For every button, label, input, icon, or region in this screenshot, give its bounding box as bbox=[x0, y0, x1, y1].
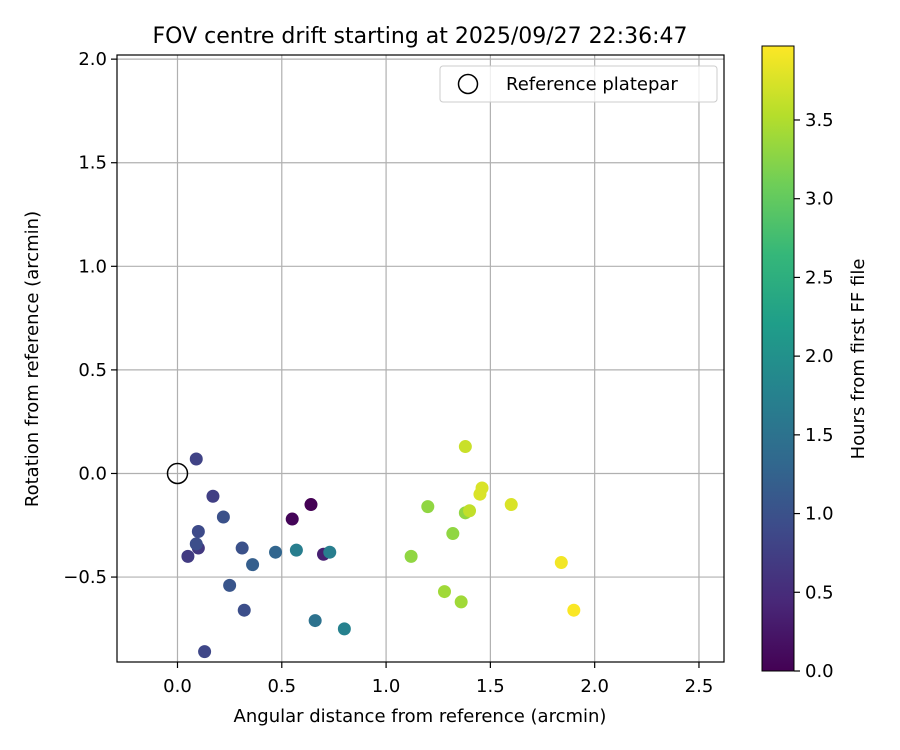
colorbar-tick-label: 0.5 bbox=[805, 582, 834, 603]
legend-box bbox=[439, 65, 718, 103]
colorbar-tick-label: 3.5 bbox=[805, 110, 834, 131]
data-point bbox=[458, 440, 472, 454]
plot-area-frame bbox=[116, 54, 725, 663]
data-point bbox=[198, 645, 212, 659]
data-point bbox=[246, 558, 260, 572]
colorbar-ticks: 0.0 0.5 1.0 1.5 2.0 2.5 3.0 3.5 bbox=[794, 110, 834, 682]
colorbar: 0.0 0.5 1.0 1.5 2.0 2.5 3.0 3.5 Hours from firs… bbox=[761, 45, 869, 682]
colorbar-tick-label: 1.5 bbox=[805, 425, 834, 446]
y-tick-label: 0.5 bbox=[78, 360, 107, 381]
data-point bbox=[554, 556, 568, 570]
colorbar-gradient bbox=[761, 45, 795, 672]
x-tick-label: 0.5 bbox=[267, 676, 296, 697]
x-axis-ticks: 0.0 0.5 1.0 1.5 2.0 2.5 bbox=[163, 662, 713, 697]
data-point bbox=[206, 489, 220, 503]
data-point bbox=[323, 545, 337, 559]
legend: Reference platepar bbox=[439, 65, 718, 103]
y-tick-label: 1.5 bbox=[78, 153, 107, 174]
data-point bbox=[191, 524, 205, 538]
data-point bbox=[437, 585, 451, 599]
data-point bbox=[421, 500, 435, 514]
x-tick-label: 1.0 bbox=[372, 676, 401, 697]
y-tick-label: 2.0 bbox=[78, 49, 107, 70]
data-point bbox=[189, 452, 203, 466]
data-point bbox=[285, 512, 299, 526]
colorbar-tick-label: 0.0 bbox=[805, 661, 834, 682]
data-point bbox=[446, 527, 460, 541]
reference-layer bbox=[166, 462, 189, 485]
data-point bbox=[404, 549, 418, 563]
data-point bbox=[223, 578, 237, 592]
data-point bbox=[269, 545, 283, 559]
colorbar-tick-label: 3.0 bbox=[805, 189, 834, 210]
data-point bbox=[308, 614, 322, 628]
chart-title: FOV centre drift starting at 2025/09/27 … bbox=[153, 24, 688, 49]
colorbar-label: Hours from first FF file bbox=[848, 259, 869, 460]
data-point bbox=[189, 537, 203, 551]
legend-reference-marker bbox=[457, 73, 479, 95]
x-tick-label: 2.5 bbox=[685, 676, 714, 697]
x-tick-label: 0.0 bbox=[163, 676, 192, 697]
y-tick-label: 0.0 bbox=[78, 463, 107, 484]
x-tick-label: 1.5 bbox=[476, 676, 505, 697]
data-point bbox=[237, 603, 251, 617]
x-axis-label: Angular distance from reference (arcmin) bbox=[234, 706, 607, 727]
y-axis-label: Rotation from reference (arcmin) bbox=[22, 211, 43, 507]
data-point bbox=[216, 510, 230, 524]
data-point bbox=[304, 498, 318, 512]
reference-platepar-marker bbox=[166, 462, 189, 485]
legend-label: Reference platepar bbox=[506, 74, 678, 95]
data-point bbox=[454, 595, 468, 609]
data-point bbox=[463, 504, 477, 518]
data-point bbox=[504, 498, 518, 512]
colorbar-tick-label: 2.0 bbox=[805, 346, 834, 367]
colorbar-tick-label: 2.5 bbox=[805, 267, 834, 288]
data-point bbox=[289, 543, 303, 557]
data-point bbox=[567, 603, 581, 617]
colorbar-tick-label: 1.0 bbox=[805, 504, 834, 525]
grid bbox=[117, 55, 724, 662]
y-tick-label: −0.5 bbox=[63, 567, 107, 588]
data-point bbox=[337, 622, 351, 636]
y-tick-label: 1.0 bbox=[78, 256, 107, 277]
data-point bbox=[235, 541, 249, 555]
data-point bbox=[475, 481, 489, 495]
scatter-points bbox=[181, 440, 581, 659]
x-tick-label: 2.0 bbox=[580, 676, 609, 697]
data-point bbox=[181, 549, 195, 563]
y-axis-ticks: −0.5 0.0 0.5 1.0 1.5 2.0 bbox=[63, 49, 117, 588]
